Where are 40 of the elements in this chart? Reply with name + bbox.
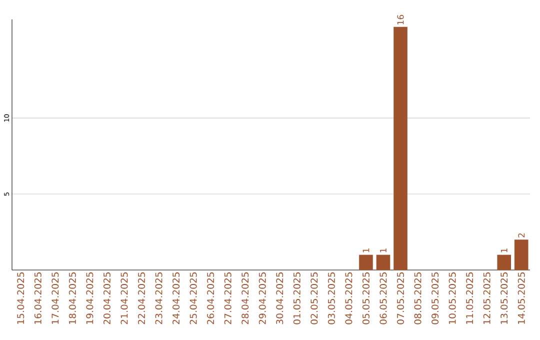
x-tick-label: 16.04.2025 <box>34 272 42 324</box>
x-tick-label: 28.04.2025 <box>242 272 249 324</box>
data-label: 1 <box>362 248 370 252</box>
x-tick-label: 04.05.2025 <box>345 272 352 324</box>
x-tick-label: 06.05.2025 <box>380 272 387 324</box>
x-tick-label: 23.04.2025 <box>155 272 162 324</box>
bar <box>514 240 528 270</box>
x-tick-label: 08.05.2025 <box>414 272 422 324</box>
x-tick-label: 19.04.2025 <box>86 272 94 324</box>
bar <box>359 254 373 270</box>
x-tick-label: 10.05.2025 <box>448 272 456 324</box>
data-label: 1 <box>500 248 508 252</box>
x-tick-label: 01.05.2025 <box>293 272 300 324</box>
x-tick-label: 17.04.2025 <box>52 272 59 324</box>
x-tick-label: 15.04.2025 <box>17 272 24 324</box>
x-tick-label: 12.05.2025 <box>483 272 490 324</box>
x-tick-label: 22.04.2025 <box>138 272 146 324</box>
x-tick-label: 14.05.2025 <box>518 272 525 324</box>
x-tick-label: 07.05.2025 <box>396 272 404 324</box>
bar <box>394 26 408 270</box>
x-tick-label: 25.04.2025 <box>190 272 197 324</box>
x-tick-label: 03.05.2025 <box>328 272 335 324</box>
x-tick-label: 20.04.2025 <box>103 272 110 324</box>
x-tick-label: 29.04.2025 <box>258 272 266 324</box>
data-label: 2 <box>518 233 525 238</box>
x-tick-label: 24.04.2025 <box>172 272 180 324</box>
x-tick-label: 02.05.2025 <box>310 272 318 324</box>
x-tick-label: 13.05.2025 <box>500 272 508 324</box>
x-tick-label: 27.04.2025 <box>224 272 232 324</box>
x-tick-label: 05.05.2025 <box>362 272 370 324</box>
bar <box>376 254 390 270</box>
x-tick-label: 21.04.2025 <box>120 272 128 324</box>
data-label: 16 <box>397 14 404 24</box>
x-tick-label: 18.04.2025 <box>68 272 76 324</box>
x-tick-label: 30.04.2025 <box>276 272 284 324</box>
x-tick-label: 11.05.2025 <box>466 272 474 324</box>
bar <box>497 254 512 270</box>
x-tick-label: 26.04.2025 <box>207 272 214 324</box>
x-tick-label: 09.05.2025 <box>432 272 439 324</box>
data-label: 1 <box>380 248 386 252</box>
